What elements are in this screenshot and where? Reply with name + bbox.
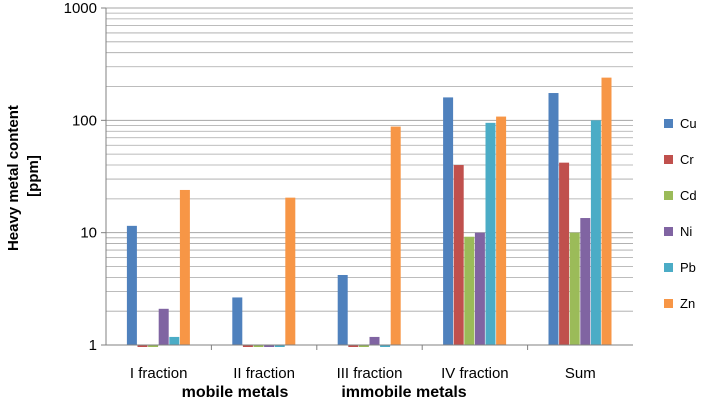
legend-swatch-pb [664,263,673,272]
bar-cr-5 [559,162,570,345]
bar-cd-1 [148,345,159,347]
y-tick-label: 10 [80,225,97,242]
bar-zn-1 [179,189,190,345]
x-tick-label: Sum [565,365,596,382]
bar-cr-3 [348,345,359,347]
legend: Cu Cr Cd Ni Pb Zn [664,116,697,311]
legend-label-ni: Ni [680,224,692,239]
y-axis-label-line-2: [ppm] [25,155,42,197]
bar-pb-2 [274,345,285,347]
bar-cd-4 [464,236,475,345]
axes [101,7,633,350]
y-axis-label: Heavy metal content [ppm] [5,101,42,251]
y-tick-label: 100 [72,112,97,129]
bar-pb-3 [380,345,391,347]
bar-zn-4 [496,116,507,345]
x-tick-label: I fraction [130,365,188,382]
bar-pb-1 [169,336,180,345]
bar-cr-2 [242,345,253,347]
bar-cu-3 [337,274,348,345]
x-tick-label: III fraction [337,365,403,382]
group-label-mobile: mobile metals [182,384,289,401]
bar-zn-5 [601,77,612,346]
legend-label-cr: Cr [680,152,694,167]
bar-ni-3 [369,336,380,345]
y-tick-label: 1000 [64,0,97,17]
bar-zn-3 [390,126,401,345]
bar-cr-4 [453,165,464,345]
legend-label-cd: Cd [680,188,697,203]
bar-cu-2 [232,297,243,345]
legend-label-zn: Zn [680,296,695,311]
bar-pb-5 [590,120,601,345]
bar-pb-4 [485,122,496,345]
x-tick-label: II fraction [233,365,295,382]
legend-swatch-zn [664,299,673,308]
y-axis-label-line-1: Heavy metal content [5,105,22,251]
y-tick-label: 1 [89,337,97,354]
bar-cd-5 [569,232,580,345]
legend-swatch-cr [664,155,673,164]
bar-cd-3 [358,345,369,347]
gridlines [106,7,633,346]
bar-ni-5 [580,218,591,345]
legend-swatch-cd [664,191,673,200]
bars [126,77,612,347]
bar-cr-1 [137,345,148,347]
bar-cd-2 [253,345,264,347]
bar-ni-4 [474,232,485,345]
x-tick-labels: I fraction II fraction III fraction IV frac… [130,365,596,382]
bar-ni-2 [264,345,275,347]
bar-cu-1 [126,225,137,345]
legend-label-cu: Cu [680,116,697,131]
legend-label-pb: Pb [680,260,696,275]
legend-swatch-ni [664,227,673,236]
bar-cu-5 [548,93,559,345]
bar-zn-2 [285,197,296,345]
legend-swatch-cu [664,119,673,128]
group-label-immobile: immobile metals [341,384,466,401]
bar-cu-4 [443,97,454,345]
y-tick-labels: 1 10 100 1000 [64,0,97,354]
bar-ni-1 [158,308,169,345]
x-tick-label: IV fraction [441,365,509,382]
